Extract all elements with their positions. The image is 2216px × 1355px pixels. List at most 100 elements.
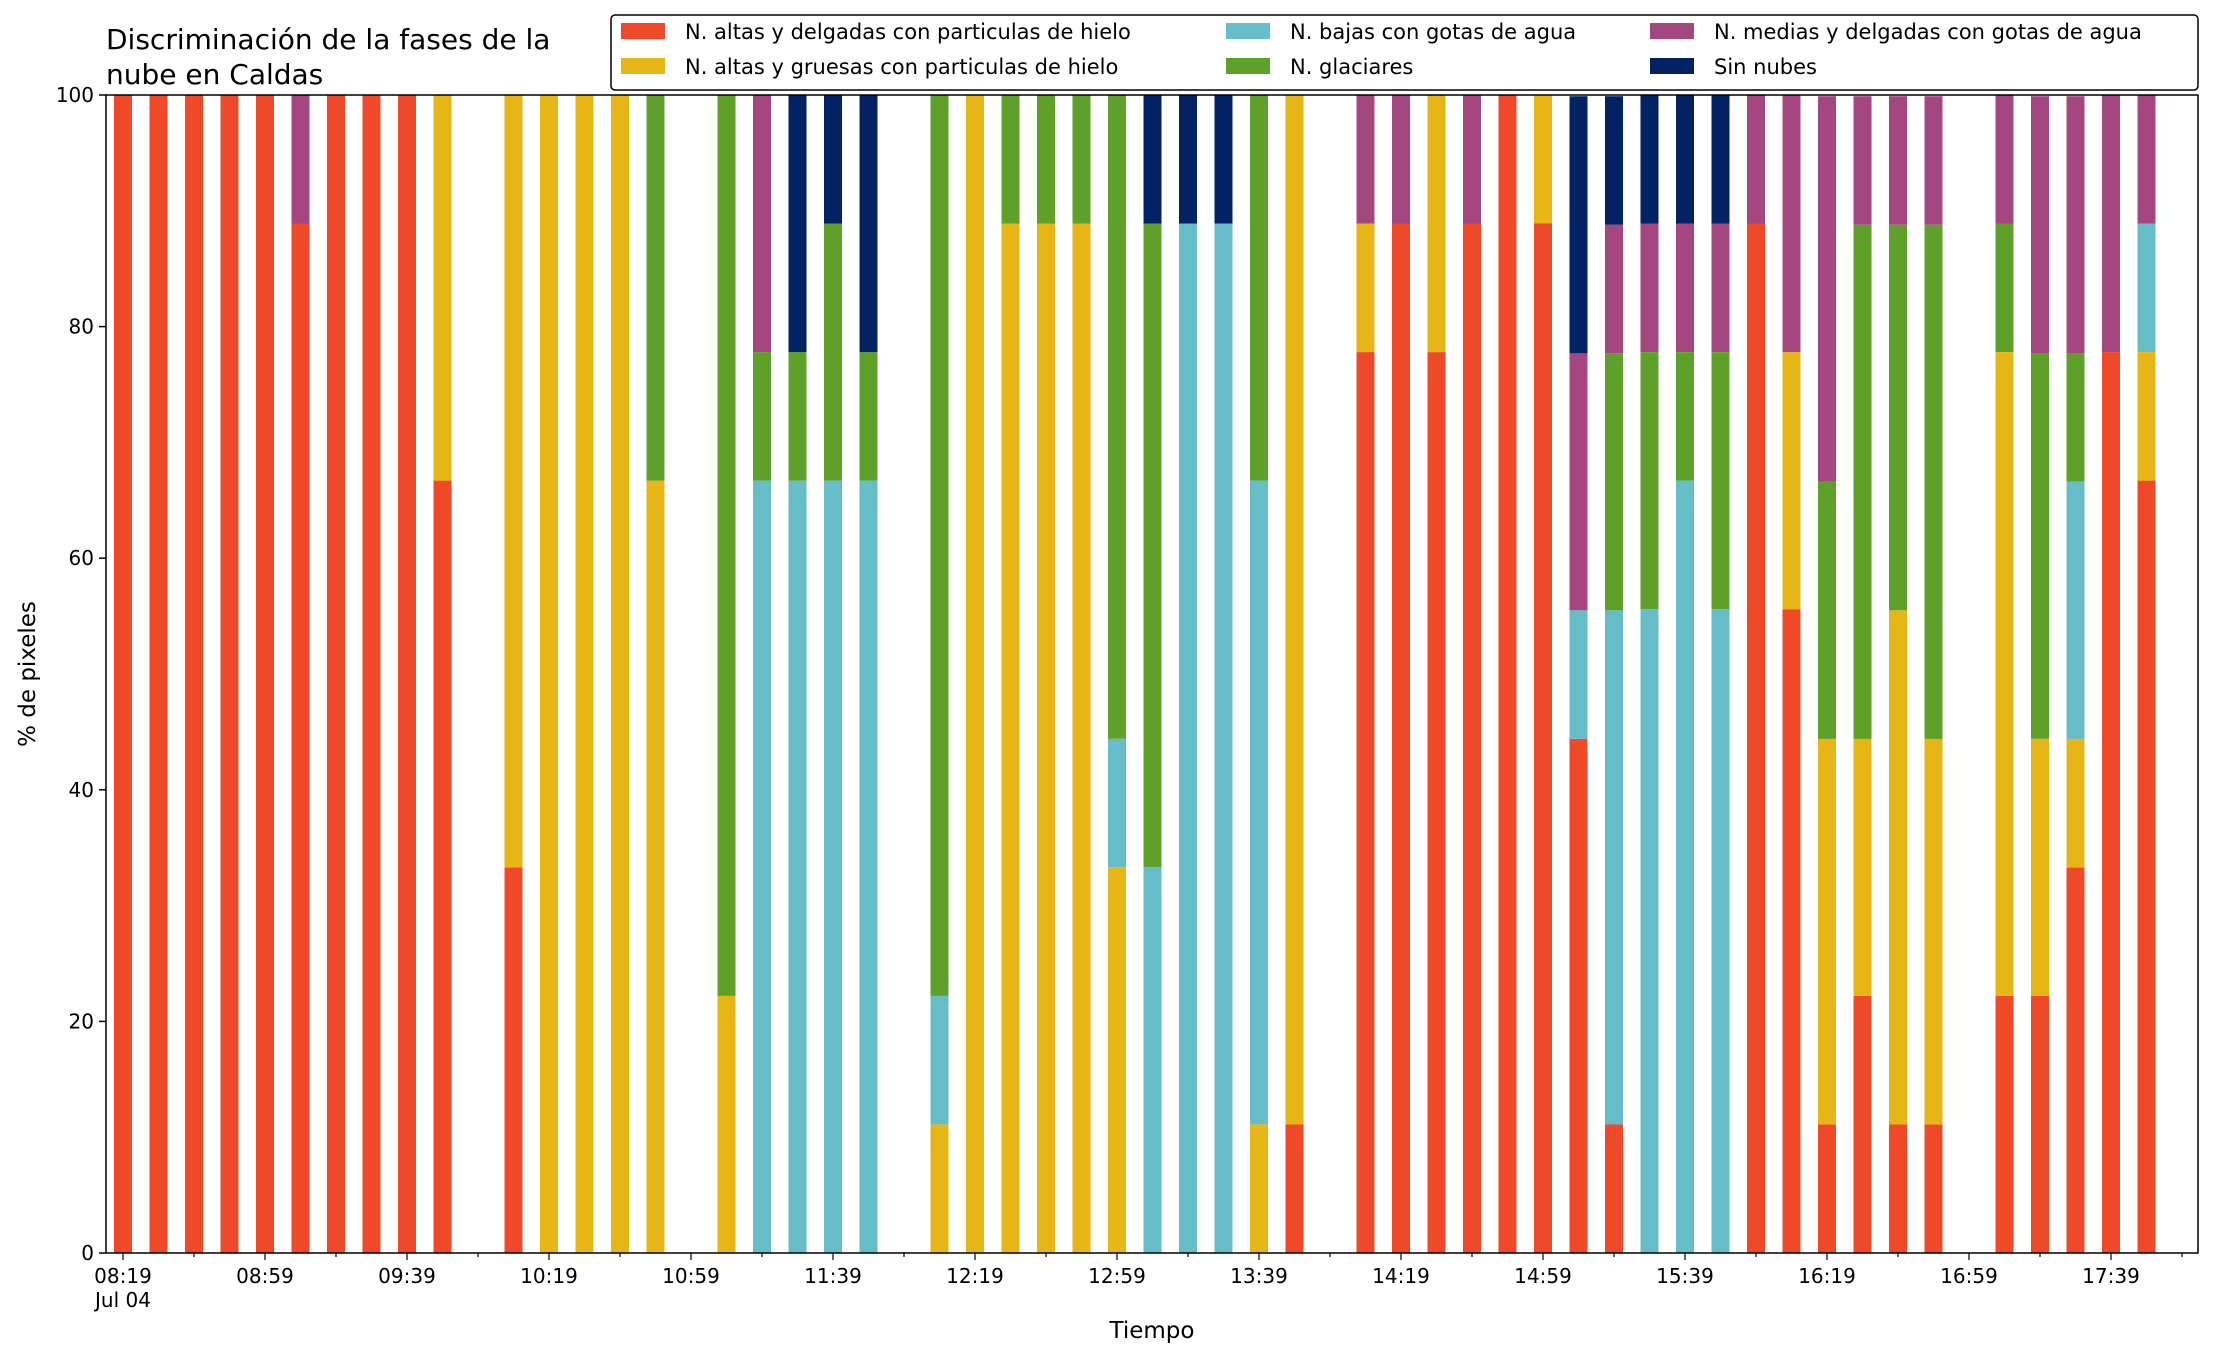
bar-segment-1239-s3	[1037, 95, 1055, 224]
bar-segment-1249-s1	[1072, 223, 1091, 1253]
bar-segment-0829-s0	[149, 95, 168, 1253]
y-tick-label: 40	[69, 778, 94, 802]
y-tick-label: 60	[69, 546, 94, 570]
bar-segment-1459-s0	[1534, 223, 1552, 1253]
x-tick-label: 14:19	[1372, 1264, 1430, 1288]
bar-segment-0839-s0	[185, 95, 203, 1253]
bar-segment-1619-s0	[1818, 1124, 1836, 1253]
bar-segment-1549-s2	[1711, 609, 1730, 1253]
bar-segment-1239-s1	[1037, 223, 1055, 1253]
bar-segment-1609-s4	[1782, 95, 1801, 353]
chart-title-line-1: Discriminación de la fases de la	[106, 23, 550, 56]
bar-segment-1649-s1	[1924, 738, 1943, 1125]
legend-label: N. altas y gruesas con particulas de hie…	[685, 55, 1118, 79]
bar-segment-1249-s3	[1072, 95, 1091, 224]
bar-segment-1739-s4	[2102, 95, 2120, 353]
bar-segment-1339-s2	[1250, 480, 1268, 1125]
bar-segment-1649-s0	[1924, 1124, 1943, 1253]
bar-segment-1449-s0	[1498, 95, 1517, 1253]
bar-segment-1539-s3	[1676, 352, 1694, 481]
bar-segment-1749-s4	[2137, 95, 2156, 224]
bar-segment-1129-s3	[788, 352, 807, 481]
legend: N. altas y delgadas con particulas de hi…	[610, 14, 2199, 91]
bar-segment-1349-s1	[1285, 95, 1304, 1125]
bar-segment-1719-s1	[2031, 738, 2049, 996]
bar-segment-1629-s3	[1853, 224, 1872, 739]
bar-segment-1439-s4	[1463, 95, 1481, 224]
bar-segment-1429-s1	[1427, 95, 1446, 353]
bar-segment-1729-s2	[2066, 481, 2085, 739]
x-tick-label: 16:19	[1798, 1264, 1856, 1288]
bar-segment-1649-s3	[1924, 224, 1943, 739]
bar-segment-1309-s2	[1143, 867, 1162, 1253]
bar-segment-1259-s1	[1108, 867, 1126, 1253]
bar-segment-1329-s2	[1214, 223, 1233, 1253]
bar-segment-1519-s5	[1605, 96, 1623, 225]
x-tick-label: Jul 04	[93, 1288, 151, 1312]
bar-segment-1719-s4	[2031, 96, 2049, 354]
bar-segment-1319-s5	[1179, 95, 1197, 224]
legend-label: N. bajas con gotas de agua	[1290, 20, 1576, 44]
bar-segment-0919-s0	[327, 95, 345, 1253]
bar-segment-1309-s5	[1143, 95, 1162, 224]
bar-segment-1619-s3	[1818, 481, 1836, 739]
x-tick-label: 17:39	[2082, 1264, 2140, 1288]
bar-segment-1509-s0	[1569, 738, 1588, 1253]
bar-segment-0939-s0	[398, 95, 416, 1253]
bar-segment-1719-s3	[2031, 353, 2049, 739]
bar-segment-1609-s1	[1782, 352, 1801, 610]
legend-swatch	[1650, 23, 1694, 39]
bar-segment-1749-s2	[2137, 223, 2156, 352]
bar-segment-1409-s4	[1356, 95, 1375, 224]
bar-segment-1619-s1	[1818, 738, 1836, 1125]
bar-segment-0949-s0	[433, 480, 452, 1254]
bar-segment-1029-s1	[575, 95, 594, 1253]
bar-segment-1709-s1	[1995, 352, 2014, 996]
bar-segment-1219-s1	[966, 95, 984, 1253]
bar-segment-1509-s2	[1569, 610, 1588, 739]
bar-segment-1049-s3	[646, 95, 665, 481]
legend-swatch	[1226, 58, 1270, 74]
bar-segment-1339-s3	[1250, 95, 1268, 481]
x-tick-label: 08:59	[236, 1264, 294, 1288]
bars-layer	[114, 95, 2156, 1254]
legend-box	[610, 14, 2199, 91]
bar-segment-1559-s4	[1747, 95, 1765, 224]
bar-segment-1629-s0	[1853, 995, 1872, 1253]
bar-segment-1429-s0	[1427, 352, 1446, 1254]
bar-segment-1019-s1	[540, 95, 558, 1253]
bar-segment-1639-s0	[1889, 1124, 1907, 1253]
bar-segment-1549-s4	[1711, 223, 1730, 352]
bar-segment-1209-s1	[930, 1124, 949, 1253]
x-tick-label: 10:59	[662, 1264, 720, 1288]
bar-segment-1749-s0	[2137, 480, 2156, 1254]
bar-segment-1549-s5	[1711, 95, 1730, 224]
chart-title-line-2: nube en Caldas	[106, 58, 323, 91]
legend-swatch	[621, 58, 665, 74]
x-tick-label: 15:39	[1656, 1264, 1714, 1288]
bar-segment-1749-s1	[2137, 352, 2156, 481]
bar-segment-1519-s0	[1605, 1124, 1623, 1253]
bar-segment-0909-s4	[291, 95, 310, 224]
x-tick-label: 11:39	[804, 1264, 862, 1288]
bar-segment-1229-s1	[1001, 223, 1020, 1253]
bar-segment-1129-s5	[788, 95, 807, 353]
plot-frame	[105, 94, 2199, 1254]
bar-segment-1539-s2	[1676, 480, 1694, 1254]
bar-segment-1539-s4	[1676, 223, 1694, 352]
legend-label: N. glaciares	[1290, 55, 1413, 79]
legend-swatch	[621, 23, 665, 39]
bar-segment-1629-s4	[1853, 96, 1872, 225]
bar-segment-1709-s0	[1995, 995, 2014, 1253]
bar-segment-1529-s4	[1640, 223, 1659, 352]
legend-swatch	[1650, 58, 1694, 74]
y-tick-label: 20	[69, 1009, 94, 1033]
bar-segment-0859-s0	[256, 95, 274, 1253]
bar-segment-1009-s1	[504, 95, 523, 868]
bar-segment-1459-s1	[1534, 95, 1552, 224]
bar-segment-1509-s5	[1569, 96, 1588, 354]
bar-segment-1409-s0	[1356, 352, 1375, 1254]
bar-segment-1209-s2	[930, 995, 949, 1125]
bar-segment-1439-s0	[1463, 223, 1481, 1253]
